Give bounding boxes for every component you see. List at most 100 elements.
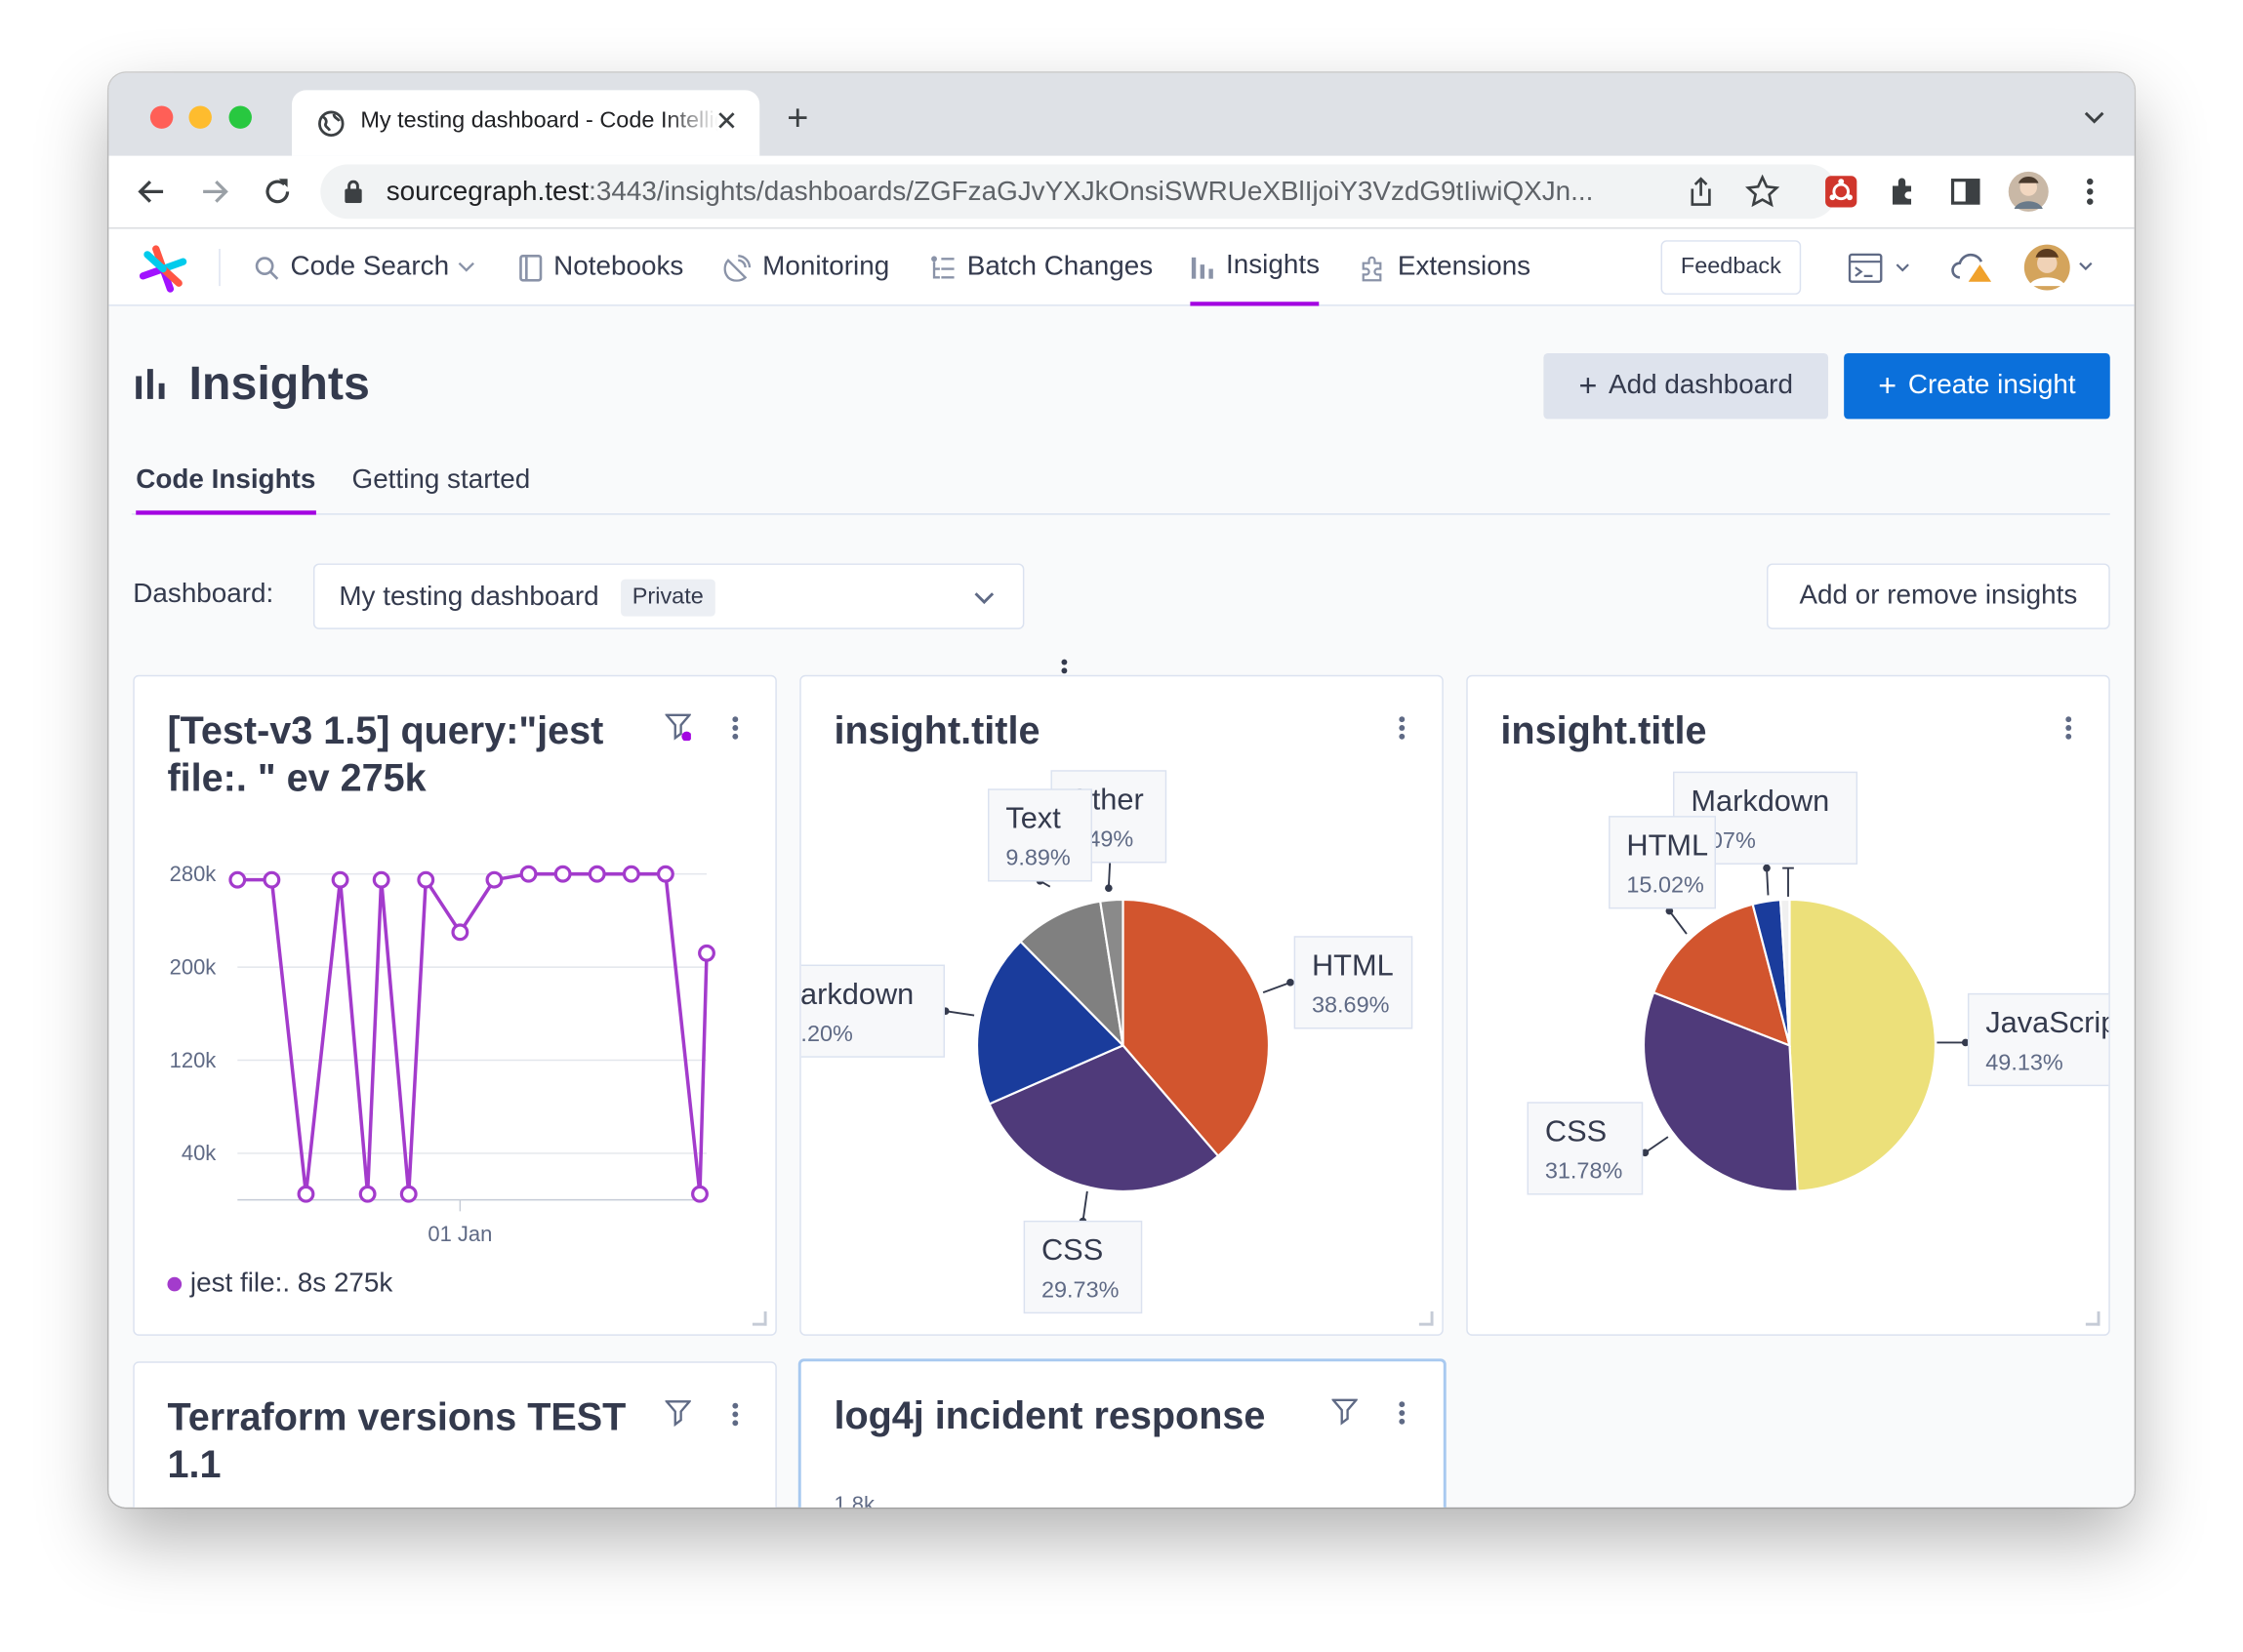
browser-tab[interactable]: My testing dashboard - Code Intelligence… xyxy=(291,90,760,156)
extension-red-icon[interactable] xyxy=(1822,173,1859,210)
nav-code-search[interactable]: Code Search xyxy=(255,228,488,305)
nav-batch-changes[interactable]: Batch Changes xyxy=(930,228,1153,305)
forward-icon[interactable] xyxy=(196,173,233,210)
label-box xyxy=(987,788,1092,882)
slice-label: CSS xyxy=(1545,1114,1607,1148)
slice-label: Markdown xyxy=(801,977,915,1011)
tab-getting-started[interactable]: Getting started xyxy=(351,464,531,496)
label-dot xyxy=(1665,907,1674,915)
label-box xyxy=(1609,816,1716,909)
chevron-down-icon[interactable] xyxy=(2083,107,2105,128)
nav-notebooks[interactable]: Notebooks xyxy=(519,228,683,305)
y-tick-label: 200k xyxy=(170,954,218,979)
slice-label: Text xyxy=(1005,801,1061,835)
puzzle-icon[interactable] xyxy=(1886,173,1923,210)
series-line xyxy=(237,871,709,1194)
close-tab-icon[interactable]: ✕ xyxy=(714,106,739,138)
data-point xyxy=(417,870,435,889)
add-remove-insights-button[interactable]: Add or remove insights xyxy=(1767,563,2110,629)
filter-icon[interactable] xyxy=(665,1398,691,1428)
insights-icon xyxy=(1191,257,1213,279)
resize-handle[interactable] xyxy=(2085,1310,2100,1326)
pie-slice xyxy=(975,940,1125,1106)
pie-slice xyxy=(1122,898,1271,1158)
dashboard-select[interactable]: My testing dashboard Private xyxy=(312,563,1025,629)
pie-slice xyxy=(1652,903,1792,1048)
tab-title: My testing dashboard - Code Intelligence xyxy=(360,108,717,134)
data-point xyxy=(588,865,606,883)
address-bar[interactable]: sourcegraph.test:3443/insights/dashboard… xyxy=(320,164,1837,220)
insight-card[interactable]: log4j incident response 1.8k xyxy=(797,1358,1447,1508)
data-point xyxy=(451,923,469,942)
profile-avatar[interactable] xyxy=(2007,170,2050,213)
card-menu-icon[interactable] xyxy=(1398,713,1407,742)
label-dot xyxy=(1641,1148,1650,1157)
dashboard-label: Dashboard: xyxy=(133,579,274,610)
slice-value: 19.20% xyxy=(801,1021,853,1046)
pie-chart: Other2.49%Text9.89%HTML38.69%Markdown19.… xyxy=(800,770,1413,1314)
insight-title: Terraform versions TEST 1.1 xyxy=(167,1395,627,1486)
card-menu-icon[interactable] xyxy=(2064,713,2073,742)
cloud-status-icon[interactable] xyxy=(1950,250,1996,284)
more-vertical-icon[interactable] xyxy=(2071,173,2108,210)
filter-icon[interactable] xyxy=(1331,1397,1358,1426)
insight-card[interactable]: Terraform versions TEST 1.1 xyxy=(133,1361,777,1508)
nav-monitoring[interactable]: Monitoring xyxy=(723,228,889,305)
create-insight-button[interactable]: + Create insight xyxy=(1844,353,2110,420)
notebook-icon xyxy=(519,254,543,281)
browser-toolbar: sourcegraph.test:3443/insights/dashboard… xyxy=(108,155,2135,229)
page-title: Insights xyxy=(135,354,370,412)
label-leader xyxy=(1668,910,1688,935)
slice-label: JavaScript xyxy=(1985,1005,2110,1039)
star-icon[interactable] xyxy=(1745,174,1780,209)
feedback-button[interactable]: Feedback xyxy=(1660,240,1802,295)
sourcegraph-logo[interactable] xyxy=(138,243,189,295)
label-dot xyxy=(1763,864,1771,872)
insight-title: log4j incident response xyxy=(834,1393,1266,1437)
add-dashboard-button[interactable]: + Add dashboard xyxy=(1543,353,1829,420)
resize-handle[interactable] xyxy=(752,1310,767,1326)
insight-card[interactable]: insight.title Other 2.49% Text 9.89% HTML 38.… xyxy=(799,674,1444,1336)
nav-insights[interactable]: Insights xyxy=(1190,228,1320,306)
terminal-icon[interactable] xyxy=(1848,253,1920,284)
card-menu-icon[interactable] xyxy=(731,713,740,742)
insight-card[interactable]: [Test-v3 1.5] query:"jest file:. " ev 27… xyxy=(133,674,777,1336)
card-menu-icon[interactable] xyxy=(1398,1398,1407,1427)
new-tab-icon[interactable]: + xyxy=(787,96,809,140)
card-menu-icon[interactable] xyxy=(731,1400,740,1429)
slice-label: HTML xyxy=(1626,827,1708,862)
label-box xyxy=(1527,1102,1644,1195)
minimize-window-button[interactable] xyxy=(188,105,212,129)
insight-card[interactable]: insight.title Markdown 3.07% HTML 15.02% Jav… xyxy=(1466,674,2110,1336)
sidepanel-icon[interactable] xyxy=(1947,173,1984,210)
chevron-down-icon xyxy=(458,262,474,272)
chevron-down-icon xyxy=(974,592,995,605)
label-leader xyxy=(1766,867,1770,896)
label-leader xyxy=(1262,981,1291,994)
zoom-window-button[interactable] xyxy=(228,105,252,129)
data-point xyxy=(263,870,281,889)
user-avatar[interactable] xyxy=(2022,243,2097,292)
data-point xyxy=(399,1185,418,1203)
insight-title: insight.title xyxy=(1500,708,1707,752)
back-icon[interactable] xyxy=(133,173,170,210)
data-point xyxy=(331,870,349,889)
resize-handle[interactable] xyxy=(1418,1310,1434,1326)
slice-value: 31.78% xyxy=(1545,1158,1623,1184)
label-box xyxy=(800,964,946,1058)
slice-value: 9.89% xyxy=(1005,845,1070,870)
monitoring-icon xyxy=(723,254,752,281)
share-icon[interactable] xyxy=(1687,176,1715,207)
filter-icon[interactable] xyxy=(665,712,691,742)
reload-icon[interactable] xyxy=(259,173,296,210)
label-box xyxy=(1967,992,2109,1087)
tab-code-insights[interactable]: Code Insights xyxy=(136,464,316,515)
label-box xyxy=(1293,936,1413,1029)
close-window-button[interactable] xyxy=(149,105,174,129)
pie-slice xyxy=(1642,990,1799,1192)
nav-extensions[interactable]: Extensions xyxy=(1359,228,1530,305)
data-point xyxy=(698,944,715,962)
y-tick-label: 1.8k xyxy=(834,1493,876,1508)
slice-label: CSS xyxy=(1041,1232,1103,1267)
search-icon xyxy=(255,256,279,279)
